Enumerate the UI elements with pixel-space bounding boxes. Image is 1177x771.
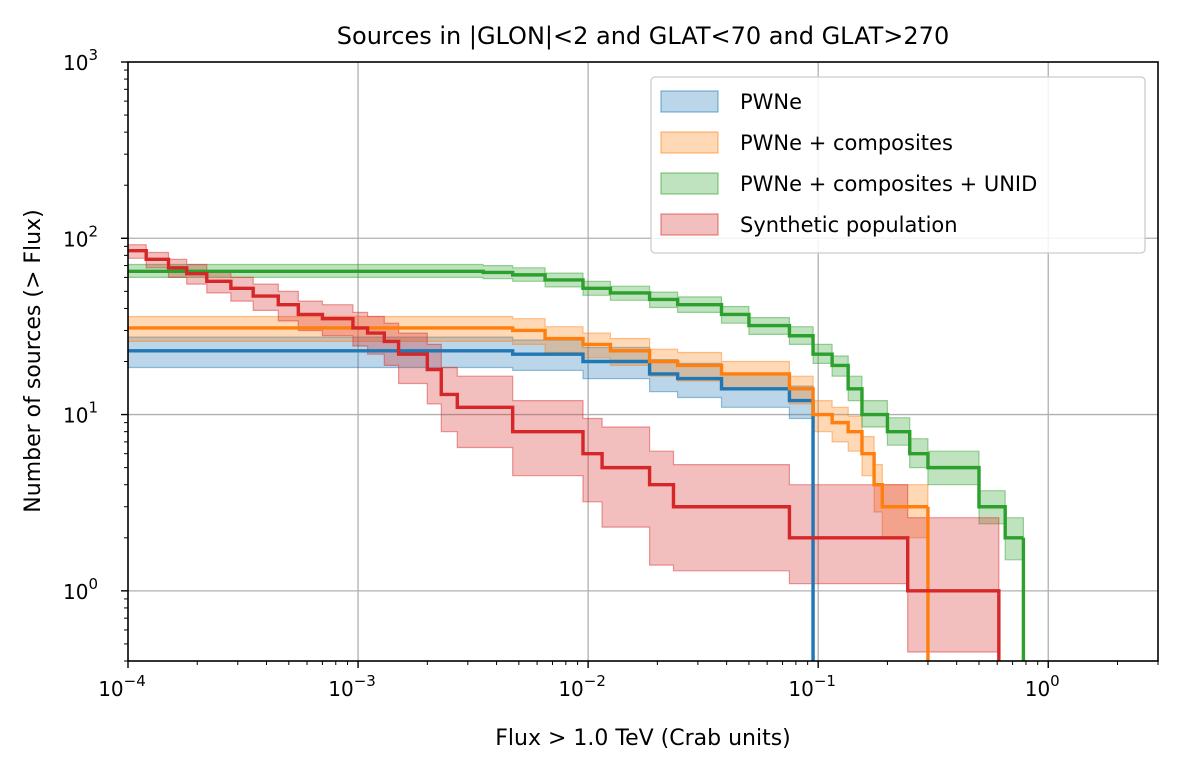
legend-swatch-1 xyxy=(660,131,719,154)
legend-label-0: PWNe xyxy=(740,90,802,114)
legend-swatch-2 xyxy=(660,172,719,195)
x-tick-label: 100 xyxy=(1025,672,1060,701)
x-tick-label: 10−4 xyxy=(98,672,146,701)
legend: PWNe PWNe + composites PWNe + composites +… xyxy=(650,76,1146,254)
uncertainty-bands xyxy=(128,244,1024,661)
x-axis-label: Flux > 1.0 TeV (Crab units) xyxy=(495,726,791,751)
x-tick-label: 10−2 xyxy=(558,672,606,701)
series-line-2 xyxy=(128,269,1024,540)
legend-label-3: Synthetic population xyxy=(740,213,958,237)
legend-swatch-3 xyxy=(660,213,719,236)
legend-swatch-0 xyxy=(660,90,719,113)
series-line-3 xyxy=(128,249,1001,595)
legend-box xyxy=(650,76,1146,254)
y-tick-label: 103 xyxy=(63,46,98,75)
y-tick-label: 101 xyxy=(63,399,98,428)
axis-ticks: 10−4 10−3 10−2 10−1 100 100 101 102 103 xyxy=(63,46,1159,701)
y-tick-label: 102 xyxy=(63,222,98,251)
series-lines xyxy=(128,249,1026,661)
x-tick-label: 10−1 xyxy=(788,672,836,701)
y-axis-label: Number of sources (> Flux) xyxy=(21,209,46,512)
x-tick-label: 10−3 xyxy=(328,672,376,701)
band-0 xyxy=(128,336,814,425)
legend-label-1: PWNe + composites xyxy=(740,131,953,155)
legend-label-2: PWNe + composites + UNID xyxy=(740,172,1037,196)
chart-title: Sources in |GLON|<2 and GLAT<70 and GLAT… xyxy=(337,22,949,50)
series-line-1 xyxy=(128,326,928,509)
y-tick-label: 100 xyxy=(63,575,98,604)
series-line-0 xyxy=(128,349,815,408)
